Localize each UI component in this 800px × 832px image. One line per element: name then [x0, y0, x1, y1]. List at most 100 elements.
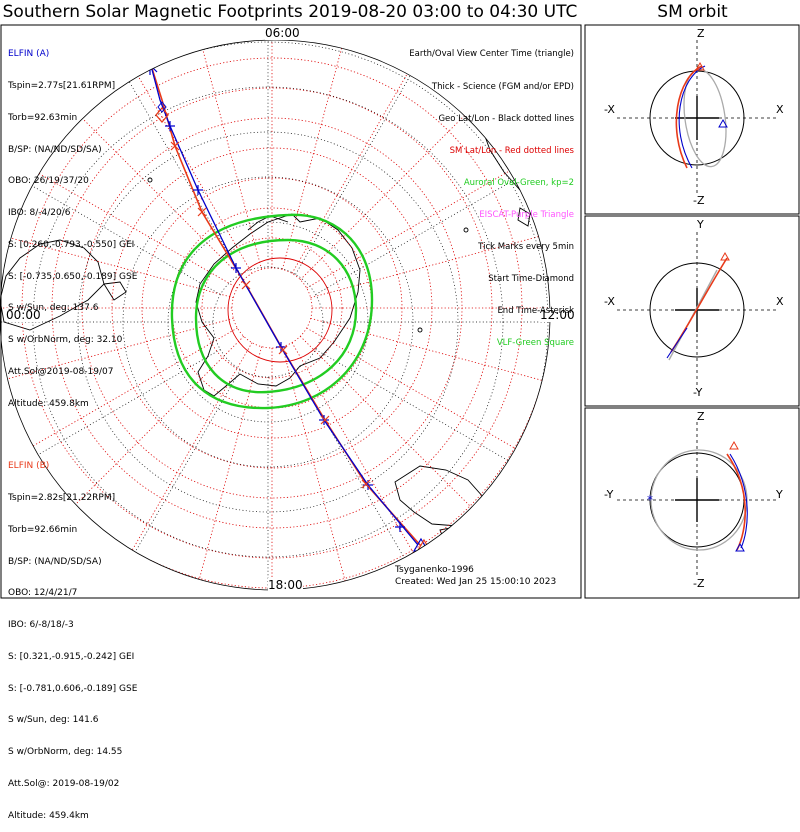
sm-lon-line: [310, 224, 550, 299]
legend-entry: Earth/Oval View Center Time (triangle): [409, 49, 574, 60]
elfin-a-line: S w/Sun, deg: 137.6: [8, 303, 99, 314]
sm-lat-circle: [21, 57, 523, 559]
legend-entry: Geo Lat/Lon - Black dotted lines: [438, 113, 574, 124]
sm-lon-line: [111, 342, 253, 586]
elfin-b-line: Altitude: 459.4km: [8, 810, 89, 821]
orbit-panel-title: SM orbit: [657, 2, 728, 22]
legend-entry: Tick Marks every 5min: [478, 242, 574, 253]
elfin-a-line: S: [0.260,-0.793,-0.550] GEI: [8, 239, 135, 250]
tick-b: [361, 479, 371, 489]
track-elfin-a: [149, 61, 419, 546]
sm-lon-line: [188, 40, 263, 270]
tick-b: [278, 345, 288, 355]
sm-lon-line: [0, 147, 238, 289]
clock-label-top: 06:00: [265, 26, 300, 40]
orbit-panel-xz: [584, 24, 800, 215]
orbit-panel-drawing: *: [617, 422, 777, 578]
sm-lat-circle: [51, 87, 493, 529]
island: [147, 177, 153, 183]
legend-entry: End Time-Asterisk: [497, 306, 574, 317]
orbit-panel-yz: [584, 407, 800, 599]
tick-b: [241, 280, 251, 290]
start-diamond-b: [155, 107, 169, 123]
antarctica-coast: [195, 213, 361, 397]
panel3-top-label: Z: [697, 410, 705, 423]
geo-grid: [0, 40, 550, 590]
panel2-right-label: X: [776, 295, 784, 308]
sm-lon-line: [310, 317, 550, 392]
tick-marks: [165, 121, 405, 532]
elfin-b-line: S: [-0.781,0.606,-0.189] GSE: [8, 683, 138, 694]
elfin-a-line: OBO: 26/19/37/20: [8, 176, 89, 187]
australia-coast: [394, 465, 485, 527]
sm-lat-circle: [231, 267, 313, 349]
elfin-b-line: Torb=92.66min: [8, 524, 78, 535]
panel1-bottom-label: -Z: [693, 194, 705, 207]
sm-lon-line: [281, 40, 356, 270]
orbit-panel-xy: [584, 215, 800, 407]
sm-lon-line: [188, 346, 263, 590]
elfin-b-line: S w/Sun, deg: 141.6: [8, 715, 99, 726]
sm-lon-line: [45, 81, 244, 280]
panel3-left-label: -Y: [604, 488, 614, 501]
auroral-oval-inner: [194, 238, 358, 394]
elfin-b-line: IBO: 6/-8/18/-3: [8, 620, 74, 631]
clock-label-left: 00:00: [6, 308, 41, 322]
elfin-b-name: ELFIN (B): [8, 461, 50, 472]
sm-pole-circle: [227, 257, 333, 363]
sm-lat-circle: [141, 177, 403, 439]
elfin-b-line: Tspin=2.82s[21.22RPM]: [8, 492, 116, 503]
clock-label-right: 12:00: [540, 308, 575, 322]
orbit-b: [726, 453, 746, 551]
sm-lon-line: [300, 81, 499, 280]
panel1-right-label: X: [776, 103, 784, 116]
sm-lat-circle: [201, 237, 343, 379]
map-frame: [0, 24, 582, 599]
orbit-triangle: [718, 118, 728, 128]
elfin-a-line: B/SP: (NA/ND/SD/SA): [8, 144, 102, 155]
elfin-a-line: S w/OrbNorm, deg: 32.10: [8, 335, 123, 346]
panel2-bottom-label: -Y: [693, 386, 703, 399]
geo-lat-circle: [32, 86, 504, 558]
geo-lat-circle: [77, 131, 459, 513]
tick-b: [170, 141, 180, 151]
geo-lat-circle: [122, 176, 414, 468]
legend-entry: Thick - Science (FGM and/or EPD): [431, 81, 574, 92]
model-label: Tsyganenko-1996: [395, 565, 474, 575]
madagascar: [517, 207, 531, 227]
clock-label-bottom: 18:00: [268, 578, 303, 592]
elfin-a-line: Att.Sol@2019-08-19/07: [8, 367, 114, 377]
new-zealand: [477, 555, 499, 575]
elfin-a-name: ELFIN (A): [8, 49, 50, 60]
created-label: Created: Wed Jan 25 15:00:10 2023: [395, 577, 557, 587]
elfin-a-line: Altitude: 459.8km: [8, 398, 89, 409]
legend-entry: VLF-Green Square: [496, 338, 574, 349]
sm-lon-line: [45, 336, 244, 535]
orbit-a: [729, 453, 748, 549]
tierra-del-fuego: [103, 281, 127, 301]
auroral-oval-outer: [170, 213, 374, 410]
elfin-b-line: S w/OrbNorm, deg: 14.55: [8, 747, 123, 758]
legend: Earth/Oval View Center Time (triangle) T…: [409, 28, 574, 360]
sm-lon-line: [0, 327, 238, 469]
elfin-b-line: Att.Sol@: 2019-08-19/02: [8, 779, 120, 789]
legend-entry: Start Time-Diamond: [488, 274, 574, 285]
island: [463, 227, 469, 233]
orbit-triangle: [720, 251, 730, 261]
elfin-a-line: Torb=92.63min: [8, 112, 78, 123]
orbit-triangle: [735, 542, 745, 552]
sm-lon-line: [0, 317, 234, 392]
legend-entry: SM Lat/Lon - Red dotted lines: [449, 145, 574, 156]
elfin-b-line: B/SP: (NA/ND/SD/SA): [8, 556, 102, 567]
elfin-a-info: ELFIN (A) Tspin=2.77s[21.61RPM] Torb=92.…: [8, 28, 137, 420]
sm-lon-line: [291, 40, 433, 274]
orbit-gray: [683, 68, 727, 168]
panel2-left-label: -X: [604, 295, 615, 308]
elfin-a-line: Tspin=2.77s[21.61RPM]: [8, 80, 116, 91]
sm-lon-line: [306, 147, 550, 289]
panel3-bottom-label: -Z: [693, 577, 705, 590]
sm-lon-line: [0, 224, 234, 299]
orbit-panels: *: [584, 24, 800, 599]
sm-lon-line: [281, 346, 356, 590]
orbit-triangle: [695, 61, 705, 71]
